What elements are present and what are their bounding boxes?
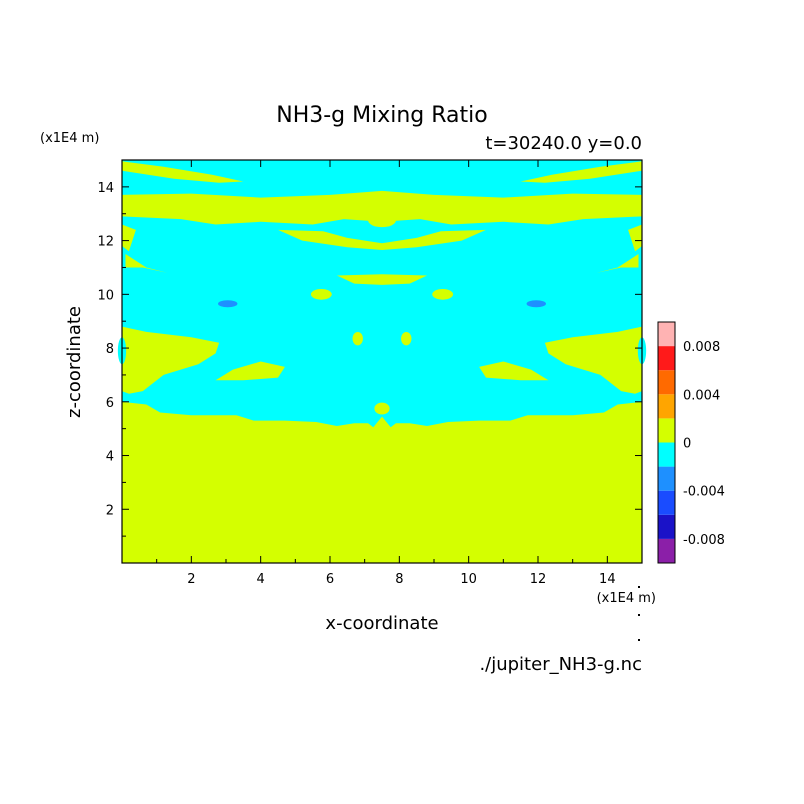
near-zero-region [401,331,412,346]
colorbar-tick-label: -0.008 [683,533,725,548]
colorbar-segment [658,442,675,467]
source-file-label: ./jupiter_NH3-g.nc [479,654,642,675]
colorbar-frame [657,321,676,564]
near-zero-region [432,288,454,300]
near-zero-region [215,361,285,381]
x-tick-label: 4 [257,572,265,587]
near-zero-region [336,274,428,285]
y-tick-label: 14 [97,181,114,196]
local-minimum-spot [218,300,238,308]
near-zero-region [628,224,642,252]
colorbar-segment [658,322,675,347]
x-tick-label: 2 [187,572,195,587]
local-minimum-spot [526,300,546,308]
colorbar-tick-label: 0.008 [683,340,720,355]
colorbar-tick-label: 0 [683,437,691,452]
near-zero-region [278,229,486,250]
chart-subtitle: t=30240.0 y=0.0 [485,133,642,154]
y-tick-label: 6 [106,396,114,411]
colorbar-segment [658,418,675,443]
near-zero-region [544,326,642,394]
x-tick-label: 6 [326,572,334,587]
y-axis: 2 4 6 8 10 12 14 [97,181,642,537]
y-tick-label: 2 [106,503,114,518]
y-unit-label: (x1E4 m) [40,131,99,146]
footer-dots [638,586,640,641]
near-zero-region [479,361,549,381]
near-zero-region [368,213,396,228]
heatmap-plot-area [117,159,647,564]
near-zero-region [374,402,390,415]
x-tick-label: 8 [395,572,403,587]
colorbar-segment [658,514,675,539]
y-axis-label: z-coordinate [64,306,85,418]
x-tick-label: 14 [599,572,616,587]
colorbar-segment [658,394,675,419]
near-zero-region [122,326,220,394]
near-zero-region [310,288,332,300]
colorbar-tick-label: -0.004 [683,485,725,500]
colorbar-segment [658,346,675,371]
near-zero-region [596,254,639,273]
y-tick-label: 12 [97,235,114,250]
negative-region-main [122,160,642,428]
near-zero-region [520,161,642,183]
near-zero-region [122,224,136,252]
colorbar-tick-label: 0.004 [683,388,720,403]
colorbar-segment [658,466,675,491]
y-tick-label: 4 [106,450,114,465]
near-zero-region [352,331,363,346]
colorbar-segment [658,538,675,563]
x-tick-label: 10 [460,572,477,587]
x-axis-label: x-coordinate [325,613,438,634]
y-tick-label: 8 [106,342,114,357]
near-zero-region [122,190,642,225]
plot-frame [121,159,643,564]
x-axis: 2 4 6 8 10 12 14 [156,160,616,587]
y-tick-label: 10 [97,288,114,303]
colorbar-segment [658,490,675,515]
near-zero-region [122,161,244,183]
x-tick-label: 12 [530,572,547,587]
x-unit-label: (x1E4 m) [597,591,656,606]
near-zero-region [125,254,168,273]
colorbar: 0.008 0.004 0 -0.004 -0.008 [657,321,725,564]
chart-title: NH3-g Mixing Ratio [276,103,488,128]
colorbar-segment [658,370,675,395]
